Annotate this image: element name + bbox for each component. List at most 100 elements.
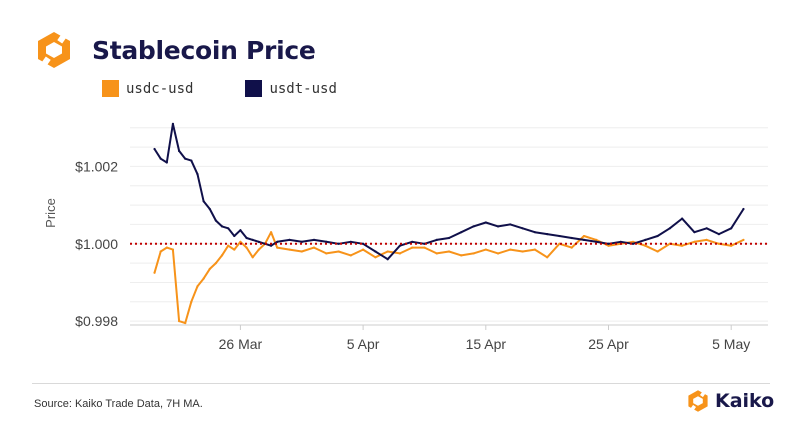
legend-label-usdt: usdt-usd: [269, 80, 337, 97]
data-point-usdc-usd: [349, 254, 352, 257]
y-tick-label: $1.002: [75, 158, 118, 174]
data-point-usdc-usd: [447, 250, 451, 253]
data-point-usdc-usd: [386, 250, 389, 253]
data-point-usdt-usd: [257, 240, 260, 243]
x-tick-label: 5 May: [712, 336, 750, 352]
data-point-usdc-usd: [214, 262, 217, 265]
data-point-usdt-usd: [227, 227, 230, 230]
data-point-usdc-usd: [245, 246, 248, 249]
data-point-usdc-usd: [190, 300, 193, 303]
data-point-usdc-usd: [337, 250, 340, 253]
data-point-usdc-usd: [644, 244, 647, 247]
y-axis-label: Price: [43, 198, 58, 228]
data-point-usdt-usd: [411, 240, 414, 243]
data-point-usdc-usd: [398, 252, 402, 255]
data-point-usdt-usd: [251, 238, 254, 242]
data-point-usdc-usd: [202, 277, 205, 280]
data-point-usdt-usd: [582, 238, 586, 242]
grid-layer: [130, 127, 768, 322]
data-point-usdc-usd: [362, 248, 365, 251]
data-point-usdt-usd: [386, 258, 389, 261]
data-point-usdt-usd: [460, 231, 463, 234]
legend-item-usdc: usdc-usd: [102, 80, 193, 97]
data-point-usdt-usd: [159, 157, 162, 160]
data-point-usdt-usd: [570, 236, 573, 240]
data-point-usdt-usd: [171, 122, 175, 125]
kaiko-logo-icon: [38, 31, 70, 69]
data-point-usdt-usd: [269, 244, 273, 247]
data-point-usdt-usd: [484, 221, 487, 224]
data-point-usdc-usd: [558, 242, 561, 245]
data-point-usdc-usd: [705, 238, 708, 242]
data-point-usdt-usd: [398, 244, 402, 247]
data-point-usdc-usd: [730, 244, 733, 247]
data-point-usdt-usd: [177, 149, 181, 153]
data-point-usdc-usd: [460, 254, 463, 257]
data-point-usdc-usd: [533, 248, 536, 251]
chart-legend: usdc-usd usdt-usd: [102, 80, 389, 97]
data-point-usdt-usd: [558, 234, 561, 238]
chart-title: Stablecoin Price: [92, 35, 316, 65]
data-point-usdt-usd: [668, 227, 671, 230]
data-point-usdc-usd: [656, 250, 659, 253]
data-point-usdt-usd: [730, 227, 733, 230]
data-point-usdt-usd: [631, 242, 635, 245]
data-point-usdc-usd: [472, 252, 475, 255]
data-point-usdt-usd: [214, 219, 217, 222]
data-point-usdc-usd: [239, 240, 242, 243]
chart-header: Stablecoin Price: [34, 30, 316, 70]
data-point-usdc-usd: [484, 248, 487, 251]
data-point-usdc-usd: [159, 250, 162, 253]
data-point-usdc-usd: [227, 244, 230, 247]
y-tick-label: $1.000: [75, 236, 118, 252]
data-point-usdt-usd: [202, 200, 205, 203]
data-point-usdt-usd: [435, 238, 438, 242]
x-tick-label: 26 Mar: [219, 336, 263, 352]
data-point-usdc-usd: [233, 248, 236, 251]
data-point-usdc-usd: [251, 256, 254, 259]
data-point-usdc-usd: [220, 254, 224, 257]
data-point-usdt-usd: [239, 229, 242, 232]
data-point-usdt-usd: [245, 236, 248, 240]
data-point-usdt-usd: [276, 240, 279, 243]
data-point-usdt-usd: [681, 217, 684, 220]
data-point-usdc-usd: [742, 238, 745, 242]
data-point-usdc-usd: [717, 242, 721, 245]
data-point-usdc-usd: [165, 246, 168, 249]
data-point-usdc-usd: [582, 234, 586, 238]
data-point-usdc-usd: [257, 248, 260, 251]
data-point-usdt-usd: [472, 225, 475, 228]
data-point-usdc-usd: [177, 320, 181, 323]
data-point-usdt-usd: [362, 242, 365, 245]
data-point-usdc-usd: [288, 248, 291, 251]
data-point-usdc-usd: [276, 246, 279, 249]
x-tick-label: 25 Apr: [588, 336, 629, 352]
data-point-usdt-usd: [546, 233, 549, 236]
data-point-usdc-usd: [196, 285, 199, 288]
brand-name: Kaiko: [715, 390, 775, 412]
data-point-usdt-usd: [325, 240, 328, 243]
legend-swatch-usdt: [245, 80, 263, 97]
data-point-usdt-usd: [220, 225, 224, 228]
data-point-usdc-usd: [184, 321, 187, 325]
footer-divider: [32, 383, 770, 384]
data-point-usdt-usd: [196, 173, 199, 176]
data-point-usdc-usd: [631, 240, 635, 243]
data-point-usdt-usd: [312, 238, 316, 242]
data-point-usdc-usd: [153, 271, 156, 274]
data-point-usdt-usd: [184, 157, 187, 160]
data-point-usdt-usd: [521, 227, 524, 230]
data-point-usdt-usd: [190, 159, 193, 162]
data-point-usdc-usd: [411, 246, 414, 249]
data-point-usdc-usd: [521, 250, 524, 253]
y-tick-label: $0.998: [75, 313, 118, 329]
data-point-usdt-usd: [705, 227, 708, 230]
series-layer: [130, 122, 768, 325]
data-point-usdc-usd: [681, 244, 684, 247]
series-line-usdc-usd: [153, 231, 744, 325]
brand-logo: Kaiko: [686, 389, 774, 413]
data-point-usdt-usd: [693, 231, 696, 234]
data-point-usdt-usd: [153, 147, 156, 151]
data-point-usdt-usd: [595, 240, 598, 243]
legend-item-usdt: usdt-usd: [245, 80, 337, 97]
